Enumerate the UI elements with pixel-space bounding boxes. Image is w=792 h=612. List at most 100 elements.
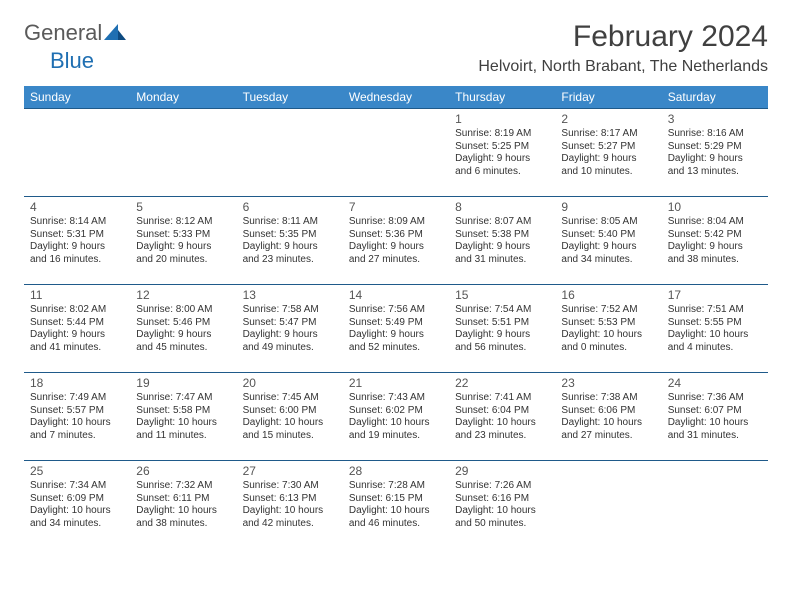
daylight-line: Daylight: 10 hours and 27 minutes. <box>561 417 655 442</box>
daylight-line: Daylight: 10 hours and 46 minutes. <box>349 505 443 530</box>
day-number: 29 <box>455 464 549 479</box>
triangle-icon <box>104 22 126 45</box>
sunrise-line: Sunrise: 8:17 AM <box>561 128 655 141</box>
day-number: 16 <box>561 288 655 303</box>
calendar-cell: 13Sunrise: 7:58 AMSunset: 5:47 PMDayligh… <box>237 285 343 373</box>
calendar-cell: 19Sunrise: 7:47 AMSunset: 5:58 PMDayligh… <box>130 373 236 461</box>
calendar-header-row: SundayMondayTuesdayWednesdayThursdayFrid… <box>24 86 768 109</box>
calendar-table: SundayMondayTuesdayWednesdayThursdayFrid… <box>24 86 768 548</box>
sunrise-line: Sunrise: 7:43 AM <box>349 392 443 405</box>
day-number: 5 <box>136 200 230 215</box>
calendar-row: 11Sunrise: 8:02 AMSunset: 5:44 PMDayligh… <box>24 285 768 373</box>
daylight-line: Daylight: 9 hours and 45 minutes. <box>136 329 230 354</box>
calendar-cell: 8Sunrise: 8:07 AMSunset: 5:38 PMDaylight… <box>449 197 555 285</box>
daylight-line: Daylight: 10 hours and 4 minutes. <box>668 329 762 354</box>
sunrise-line: Sunrise: 8:04 AM <box>668 216 762 229</box>
sunrise-line: Sunrise: 7:38 AM <box>561 392 655 405</box>
daylight-line: Daylight: 9 hours and 52 minutes. <box>349 329 443 354</box>
calendar-cell <box>130 109 236 197</box>
daylight-line: Daylight: 10 hours and 42 minutes. <box>243 505 337 530</box>
day-number: 7 <box>349 200 443 215</box>
calendar-cell: 10Sunrise: 8:04 AMSunset: 5:42 PMDayligh… <box>662 197 768 285</box>
daylight-line: Daylight: 9 hours and 56 minutes. <box>455 329 549 354</box>
daylight-line: Daylight: 9 hours and 6 minutes. <box>455 153 549 178</box>
calendar-cell: 27Sunrise: 7:30 AMSunset: 6:13 PMDayligh… <box>237 461 343 549</box>
sunrise-line: Sunrise: 7:36 AM <box>668 392 762 405</box>
sunrise-line: Sunrise: 8:11 AM <box>243 216 337 229</box>
sunset-line: Sunset: 6:02 PM <box>349 405 443 418</box>
sunrise-line: Sunrise: 8:00 AM <box>136 304 230 317</box>
sunset-line: Sunset: 5:25 PM <box>455 141 549 154</box>
calendar-row: 25Sunrise: 7:34 AMSunset: 6:09 PMDayligh… <box>24 461 768 549</box>
sunset-line: Sunset: 6:06 PM <box>561 405 655 418</box>
daylight-line: Daylight: 9 hours and 10 minutes. <box>561 153 655 178</box>
day-number: 23 <box>561 376 655 391</box>
sunrise-line: Sunrise: 8:05 AM <box>561 216 655 229</box>
sunset-line: Sunset: 5:44 PM <box>30 317 124 330</box>
calendar-body: 1Sunrise: 8:19 AMSunset: 5:25 PMDaylight… <box>24 109 768 549</box>
title-block: February 2024 Helvoirt, North Brabant, T… <box>478 20 768 76</box>
calendar-cell: 23Sunrise: 7:38 AMSunset: 6:06 PMDayligh… <box>555 373 661 461</box>
calendar-cell: 6Sunrise: 8:11 AMSunset: 5:35 PMDaylight… <box>237 197 343 285</box>
calendar-cell: 22Sunrise: 7:41 AMSunset: 6:04 PMDayligh… <box>449 373 555 461</box>
daylight-line: Daylight: 10 hours and 50 minutes. <box>455 505 549 530</box>
day-number: 18 <box>30 376 124 391</box>
sunset-line: Sunset: 6:07 PM <box>668 405 762 418</box>
sunset-line: Sunset: 5:35 PM <box>243 229 337 242</box>
location: Helvoirt, North Brabant, The Netherlands <box>478 58 768 76</box>
day-number: 21 <box>349 376 443 391</box>
logo-text-general: General <box>24 20 102 46</box>
calendar-cell: 26Sunrise: 7:32 AMSunset: 6:11 PMDayligh… <box>130 461 236 549</box>
day-number: 4 <box>30 200 124 215</box>
day-number: 12 <box>136 288 230 303</box>
daylight-line: Daylight: 9 hours and 13 minutes. <box>668 153 762 178</box>
daylight-line: Daylight: 9 hours and 41 minutes. <box>30 329 124 354</box>
sunrise-line: Sunrise: 7:45 AM <box>243 392 337 405</box>
sunrise-line: Sunrise: 7:56 AM <box>349 304 443 317</box>
calendar-cell: 21Sunrise: 7:43 AMSunset: 6:02 PMDayligh… <box>343 373 449 461</box>
sunset-line: Sunset: 6:11 PM <box>136 493 230 506</box>
calendar-cell: 29Sunrise: 7:26 AMSunset: 6:16 PMDayligh… <box>449 461 555 549</box>
calendar-row: 18Sunrise: 7:49 AMSunset: 5:57 PMDayligh… <box>24 373 768 461</box>
sunrise-line: Sunrise: 7:54 AM <box>455 304 549 317</box>
sunset-line: Sunset: 5:31 PM <box>30 229 124 242</box>
daylight-line: Daylight: 9 hours and 16 minutes. <box>30 241 124 266</box>
sunrise-line: Sunrise: 7:41 AM <box>455 392 549 405</box>
calendar-cell: 3Sunrise: 8:16 AMSunset: 5:29 PMDaylight… <box>662 109 768 197</box>
calendar-header-cell: Sunday <box>24 86 130 109</box>
logo: General <box>24 20 128 46</box>
sunrise-line: Sunrise: 8:19 AM <box>455 128 549 141</box>
month-title: February 2024 <box>478 20 768 54</box>
calendar-header-cell: Monday <box>130 86 236 109</box>
calendar-cell <box>662 461 768 549</box>
sunrise-line: Sunrise: 7:52 AM <box>561 304 655 317</box>
day-number: 24 <box>668 376 762 391</box>
sunset-line: Sunset: 5:38 PM <box>455 229 549 242</box>
sunset-line: Sunset: 5:40 PM <box>561 229 655 242</box>
sunset-line: Sunset: 6:13 PM <box>243 493 337 506</box>
day-number: 2 <box>561 112 655 127</box>
day-number: 11 <box>30 288 124 303</box>
sunset-line: Sunset: 6:04 PM <box>455 405 549 418</box>
day-number: 13 <box>243 288 337 303</box>
sunset-line: Sunset: 5:47 PM <box>243 317 337 330</box>
day-number: 3 <box>668 112 762 127</box>
day-number: 9 <box>561 200 655 215</box>
calendar-cell: 20Sunrise: 7:45 AMSunset: 6:00 PMDayligh… <box>237 373 343 461</box>
calendar-cell: 15Sunrise: 7:54 AMSunset: 5:51 PMDayligh… <box>449 285 555 373</box>
calendar-cell: 16Sunrise: 7:52 AMSunset: 5:53 PMDayligh… <box>555 285 661 373</box>
daylight-line: Daylight: 9 hours and 27 minutes. <box>349 241 443 266</box>
calendar-cell: 2Sunrise: 8:17 AMSunset: 5:27 PMDaylight… <box>555 109 661 197</box>
day-number: 6 <box>243 200 337 215</box>
sunset-line: Sunset: 5:27 PM <box>561 141 655 154</box>
daylight-line: Daylight: 9 hours and 49 minutes. <box>243 329 337 354</box>
daylight-line: Daylight: 10 hours and 34 minutes. <box>30 505 124 530</box>
daylight-line: Daylight: 10 hours and 31 minutes. <box>668 417 762 442</box>
day-number: 25 <box>30 464 124 479</box>
sunrise-line: Sunrise: 7:34 AM <box>30 480 124 493</box>
calendar-header-cell: Wednesday <box>343 86 449 109</box>
day-number: 26 <box>136 464 230 479</box>
day-number: 22 <box>455 376 549 391</box>
sunrise-line: Sunrise: 8:16 AM <box>668 128 762 141</box>
day-number: 15 <box>455 288 549 303</box>
